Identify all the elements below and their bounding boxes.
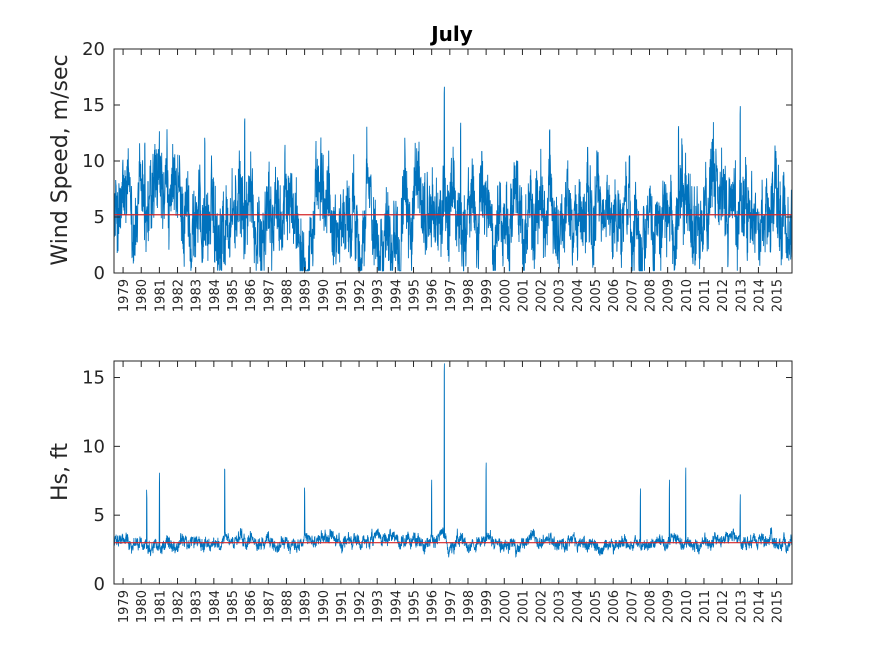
x-tick-label: 1988 [280, 590, 295, 623]
y-axis-label-wind-speed: Wind Speed, m/sec [48, 54, 73, 265]
x-tick-label: 1995 [408, 590, 423, 623]
x-tick-label: 2010 [680, 279, 695, 312]
x-tick-label: 2003 [553, 279, 568, 312]
x-tick-label: 1998 [462, 279, 477, 312]
x-tick-label: 2006 [607, 590, 622, 623]
y-tick-label: 5 [94, 207, 105, 228]
x-tick-label: 2004 [571, 279, 586, 312]
x-tick-label: 2008 [644, 590, 659, 623]
x-tick-label: 2015 [771, 590, 786, 623]
x-tick-label: 1996 [426, 279, 441, 312]
x-tick-label: 2004 [571, 590, 586, 623]
x-tick-label: 2006 [607, 279, 622, 312]
x-tick-label: 1982 [172, 279, 187, 312]
x-tick-label: 1990 [317, 279, 332, 312]
x-tick-label: 2001 [516, 279, 531, 312]
x-tick-label: 1998 [462, 590, 477, 623]
x-tick-label: 2007 [625, 590, 640, 623]
x-tick-label: 1987 [262, 279, 277, 312]
x-tick-label: 1986 [244, 590, 259, 623]
x-tick-label: 1999 [480, 590, 495, 623]
x-tick-label: 2014 [752, 590, 767, 623]
x-tick-label: 2002 [535, 279, 550, 312]
x-tick-label: 2012 [716, 590, 731, 623]
y-tick-label: 0 [94, 574, 105, 595]
axes-frame [113, 360, 793, 585]
x-tick-label: 2015 [771, 279, 786, 312]
x-tick-label: 1993 [371, 590, 386, 623]
x-tick-label: 1996 [426, 590, 441, 623]
y-tick-label: 0 [94, 263, 105, 284]
y-tick-label: 15 [82, 368, 105, 389]
x-tick-label: 2009 [662, 590, 677, 623]
x-tick-label: 1990 [317, 590, 332, 623]
y-tick-label: 20 [82, 39, 105, 60]
x-tick-label: 2007 [625, 279, 640, 312]
x-tick-label: 1981 [153, 279, 168, 312]
x-tick-label: 2003 [553, 590, 568, 623]
x-tick-label: 2002 [535, 590, 550, 623]
wind-speed-plot-area: 0 5 10 15 20 1979 1980 1981 1982 1983 1984 1985 1986… [82, 39, 793, 312]
x-tick-label: 1999 [480, 279, 495, 312]
x-tick-label: 2008 [644, 279, 659, 312]
x-tick-label: 2000 [498, 590, 513, 623]
x-tick-label: 1995 [408, 279, 423, 312]
x-tick-label: 1997 [444, 279, 459, 312]
x-tick-label: 1984 [208, 279, 223, 312]
x-tick-label: 2012 [716, 279, 731, 312]
x-tick-label: 1992 [353, 279, 368, 312]
x-tick-label: 1992 [353, 590, 368, 623]
chart-title: July [429, 22, 473, 46]
x-tick-label: 2013 [734, 590, 749, 623]
x-tick-label: 1997 [444, 590, 459, 623]
x-tick-label: 1991 [335, 279, 350, 312]
x-tick-label: 2013 [734, 279, 749, 312]
x-tick-label: 1982 [172, 590, 187, 623]
x-tick-label: 1989 [299, 590, 314, 623]
y-tick-label: 15 [82, 95, 105, 116]
x-tick-label: 1985 [226, 279, 241, 312]
x-tick-label: 1986 [244, 279, 259, 312]
x-tick-label: 2011 [698, 279, 713, 312]
x-tick-label: 1991 [335, 590, 350, 623]
x-tick-label: 1994 [389, 279, 404, 312]
y-tick-label: 10 [82, 436, 105, 457]
x-tick-label: 1980 [135, 590, 150, 623]
x-tick-label: 1979 [117, 279, 132, 312]
x-tick-label: 1985 [226, 590, 241, 623]
x-tick-label: 1980 [135, 279, 150, 312]
x-tick-label: 1988 [280, 279, 295, 312]
y-axis-label-hs: Hs, ft [48, 443, 73, 501]
y-tick-label: 10 [82, 151, 105, 172]
hs-series-line [113, 363, 793, 558]
x-tick-label: 2011 [698, 590, 713, 623]
x-tick-label: 1981 [153, 590, 168, 623]
x-tick-label: 2000 [498, 279, 513, 312]
y-tick-label: 5 [94, 505, 105, 526]
x-tick-label: 2005 [589, 279, 604, 312]
x-tick-label: 1993 [371, 279, 386, 312]
x-tick-label: 2009 [662, 279, 677, 312]
x-tick-label: 1979 [117, 590, 132, 623]
x-tick-label: 1989 [299, 279, 314, 312]
x-tick-label: 1994 [389, 590, 404, 623]
x-tick-label: 1983 [190, 279, 205, 312]
x-tick-label: 2001 [516, 590, 531, 623]
x-tick-label: 1983 [190, 590, 205, 623]
x-tick-label: 1984 [208, 590, 223, 623]
x-tick-label: 2010 [680, 590, 695, 623]
x-tick-label: 2014 [752, 279, 767, 312]
x-tick-label: 1987 [262, 590, 277, 623]
x-tick-label: 2005 [589, 590, 604, 623]
